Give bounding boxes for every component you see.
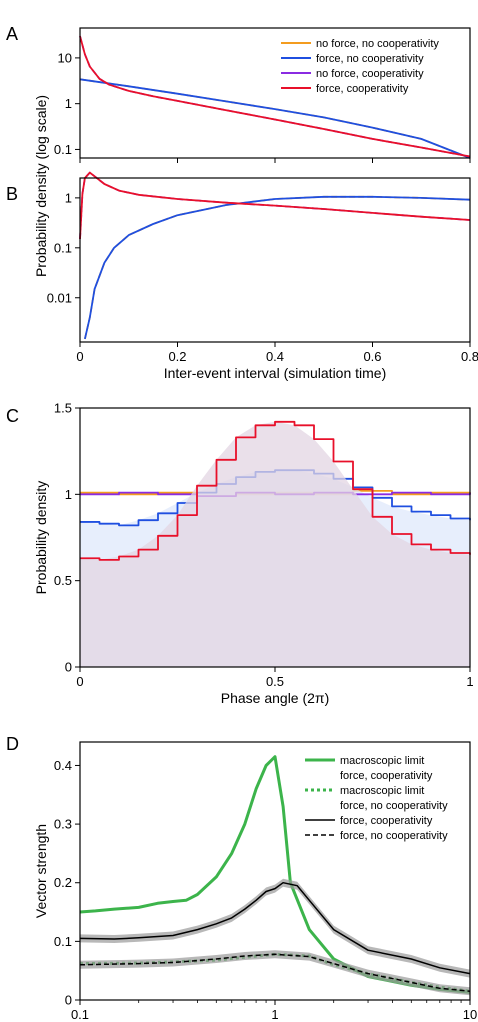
- x-axis-label: Phase angle (2π): [221, 690, 330, 706]
- series-line: [80, 420, 471, 561]
- series-2: [79, 878, 471, 978]
- y-axis-label: Probability density: [33, 481, 49, 595]
- plot-frame: [79, 177, 471, 343]
- series-line: [79, 78, 471, 159]
- panel-letter: D: [6, 734, 19, 754]
- x-tick-label: 0: [76, 674, 83, 689]
- legend-label: macroscopic limit: [340, 755, 424, 767]
- x-tick-label: 0.8: [461, 349, 478, 364]
- y-tick-label: 0.5: [54, 573, 72, 588]
- panel-letter: A: [6, 24, 18, 44]
- legend-label: force, cooperativity: [340, 770, 433, 782]
- x-tick-label: 0.2: [168, 349, 186, 364]
- y-tick-label: 1.5: [54, 401, 72, 416]
- y-tick-label: 0.2: [54, 875, 72, 890]
- y-axis-label: Vector strength: [33, 824, 49, 918]
- legend-label: force, cooperativity: [316, 83, 409, 95]
- series-0: [84, 195, 471, 340]
- legend-label: no force, no cooperativity: [316, 38, 439, 50]
- series-3: [79, 950, 471, 996]
- series-line: [84, 195, 471, 340]
- y-tick-label: 0.4: [54, 758, 72, 773]
- series-band: [80, 878, 470, 978]
- legend-label: no force, cooperativity: [316, 68, 424, 80]
- y-tick-label: 0.1: [54, 240, 72, 255]
- y-axis-label: Probability density (log scale): [33, 95, 49, 277]
- y-tick-label: 10: [58, 50, 72, 65]
- series-1: [84, 195, 471, 340]
- y-tick-label: 0: [65, 993, 72, 1008]
- y-tick-label: 1: [65, 487, 72, 502]
- series-line: [84, 195, 471, 340]
- series-line: [79, 35, 471, 158]
- legend-label: force, no cooperativity: [340, 830, 448, 842]
- legend-label: force, no cooperativity: [340, 800, 448, 812]
- y-tick-label: 0.01: [47, 290, 72, 305]
- x-tick-label: 0.1: [71, 1007, 89, 1022]
- series-fill: [80, 421, 470, 667]
- y-tick-label: 0.3: [54, 817, 72, 832]
- y-tick-label: 0.1: [54, 934, 72, 949]
- y-tick-label: 0: [65, 660, 72, 675]
- x-tick-label: 0.4: [266, 349, 284, 364]
- x-tick-label: 10: [463, 1007, 477, 1022]
- legend-label: force, no cooperativity: [316, 53, 424, 65]
- x-tick-label: 1: [271, 1007, 278, 1022]
- series-1: [79, 78, 471, 159]
- x-tick-label: 0.5: [266, 674, 284, 689]
- legend-label: force, cooperativity: [340, 815, 433, 827]
- series-line: [79, 171, 471, 240]
- panel-letter: B: [6, 184, 18, 204]
- y-tick-label: 0.1: [54, 142, 72, 157]
- series-line: [79, 953, 471, 992]
- series-3: [79, 171, 471, 240]
- x-axis-label: Inter-event interval (simulation time): [164, 365, 387, 381]
- y-tick-label: 1: [65, 96, 72, 111]
- x-tick-label: 0: [76, 349, 83, 364]
- y-tick-label: 1: [65, 190, 72, 205]
- series-3: [79, 35, 471, 158]
- x-tick-label: 1: [466, 674, 473, 689]
- series-3: [80, 420, 471, 667]
- legend-label: macroscopic limit: [340, 785, 424, 797]
- panel-letter: C: [6, 406, 19, 426]
- x-tick-label: 0.6: [363, 349, 381, 364]
- series-line: [79, 881, 471, 975]
